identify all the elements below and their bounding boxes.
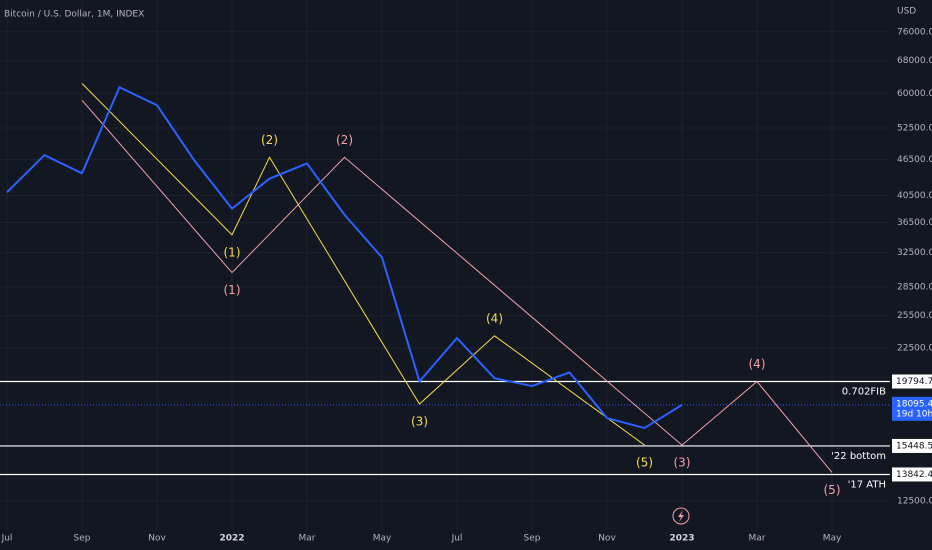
level-label: 0.702FIB bbox=[842, 387, 886, 398]
price-tag-label: 19794.74 bbox=[896, 377, 932, 387]
wave-label: (2) bbox=[336, 133, 353, 147]
x-tick-label: Nov bbox=[148, 534, 166, 544]
price-line bbox=[6, 86, 683, 430]
x-tick-label: May bbox=[823, 534, 842, 544]
y-tick-label: 46500.00 bbox=[897, 155, 932, 165]
x-tick-label: Sep bbox=[74, 534, 91, 544]
x-tick-label: Jul bbox=[451, 534, 463, 544]
y-tick-label: 32500.00 bbox=[897, 248, 932, 258]
wave-label: (3) bbox=[674, 456, 691, 470]
wave-label: (5) bbox=[824, 483, 841, 497]
currency: USD bbox=[897, 7, 916, 17]
price-tag-label: 13842.41 bbox=[896, 470, 932, 480]
y-tick-label: 68000.00 bbox=[897, 56, 932, 66]
x-tick-label: Mar bbox=[299, 534, 316, 544]
event-icon[interactable] bbox=[672, 507, 690, 525]
wave-label: (3) bbox=[411, 415, 428, 429]
x-tick-label: May bbox=[373, 534, 392, 544]
last-price-tag bbox=[892, 396, 932, 421]
grid bbox=[0, 0, 890, 530]
last-price-label: 18095.46 bbox=[896, 399, 932, 409]
y-tick-label: 12500.00 bbox=[897, 496, 932, 506]
wave-label: (4) bbox=[749, 357, 766, 371]
y-tick-label: 22500.00 bbox=[897, 344, 932, 354]
wave-line bbox=[81, 83, 645, 446]
wave-label: (5) bbox=[636, 456, 653, 470]
y-tick-label: 76000.00 bbox=[897, 27, 932, 37]
y-tick-label: 28500.00 bbox=[897, 282, 932, 292]
level-label: '17 ATH bbox=[848, 479, 886, 490]
wave-line bbox=[81, 99, 833, 473]
wave-label: (4) bbox=[486, 311, 503, 325]
x-tick-label: 2023 bbox=[669, 534, 694, 544]
price-tag bbox=[892, 374, 932, 389]
countdown-label: 19d 10h bbox=[896, 409, 932, 419]
chart-title: Bitcoin / U.S. Dollar, 1M, INDEX bbox=[4, 10, 144, 20]
x-tick-label: Sep bbox=[524, 534, 541, 544]
price-tag bbox=[892, 467, 932, 482]
level-label: '22 bottom bbox=[831, 451, 886, 462]
x-tick-label: 2022 bbox=[219, 534, 244, 544]
y-tick-label: 52500.00 bbox=[897, 123, 932, 133]
wave-label: (1) bbox=[224, 245, 241, 259]
y-tick-label: 60000.00 bbox=[897, 89, 932, 99]
y-tick-label: 36500.00 bbox=[897, 218, 932, 228]
y-tick-label: 40500.00 bbox=[897, 191, 932, 201]
x-tick-label: Jul bbox=[1, 534, 13, 544]
y-tick-label: 25500.00 bbox=[897, 311, 932, 321]
price-tag-label: 15448.59 bbox=[896, 441, 932, 451]
plot bbox=[0, 83, 890, 476]
wave-label: (1) bbox=[224, 283, 241, 297]
x-tick-label: Nov bbox=[598, 534, 616, 544]
wave-label: (2) bbox=[261, 133, 278, 147]
x-tick-label: Mar bbox=[749, 534, 766, 544]
price-tag bbox=[892, 438, 932, 453]
